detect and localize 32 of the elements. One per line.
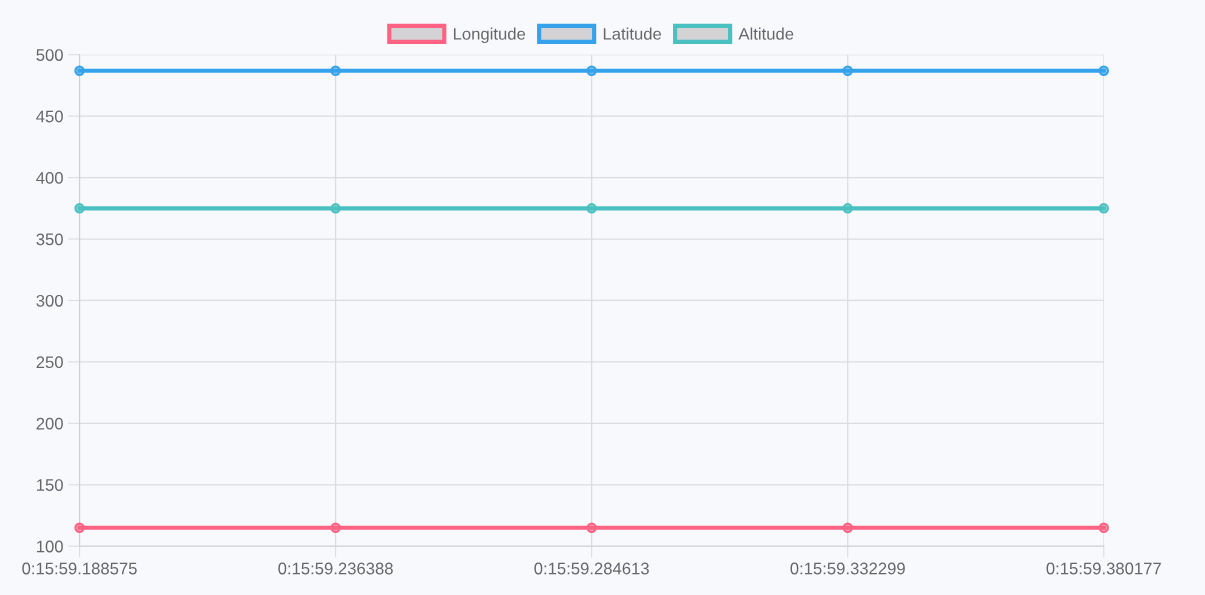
legend-label: Longitude	[453, 27, 526, 44]
x-tick-label: 0:15:59.236388	[278, 562, 393, 575]
x-tick-label: 0:15:59.188575	[22, 562, 137, 575]
y-tick-label: 300	[36, 294, 63, 307]
y-tick-label: 350	[36, 233, 63, 246]
x-tick-label: 0:15:59.284613	[534, 562, 649, 575]
point	[586, 522, 597, 533]
point	[74, 65, 85, 76]
y-tick-label: 100	[37, 540, 63, 553]
point	[1098, 65, 1109, 76]
y-tick-label: 500	[36, 49, 63, 61]
point	[586, 65, 597, 76]
y-tick-label: 200	[36, 417, 63, 430]
x-tick-label: 0:15:59.380177	[1046, 562, 1161, 575]
point	[330, 65, 341, 76]
point	[842, 203, 853, 214]
y-tick-label: 400	[36, 172, 63, 184]
y-tick-label: 450	[36, 110, 63, 123]
x-tick-label: 0:15:59.332299	[790, 562, 905, 575]
point	[842, 522, 853, 533]
point	[586, 203, 597, 214]
point	[330, 522, 341, 533]
point	[1098, 522, 1109, 533]
y-tick-label: 150	[37, 479, 63, 491]
point	[1098, 203, 1109, 214]
point	[842, 65, 853, 76]
legend-label: Latitude	[603, 27, 662, 40]
point	[74, 203, 85, 214]
y-tick-label: 250	[36, 356, 63, 369]
point	[74, 522, 85, 533]
legend-label: Altitude	[738, 27, 794, 40]
point	[330, 203, 341, 214]
